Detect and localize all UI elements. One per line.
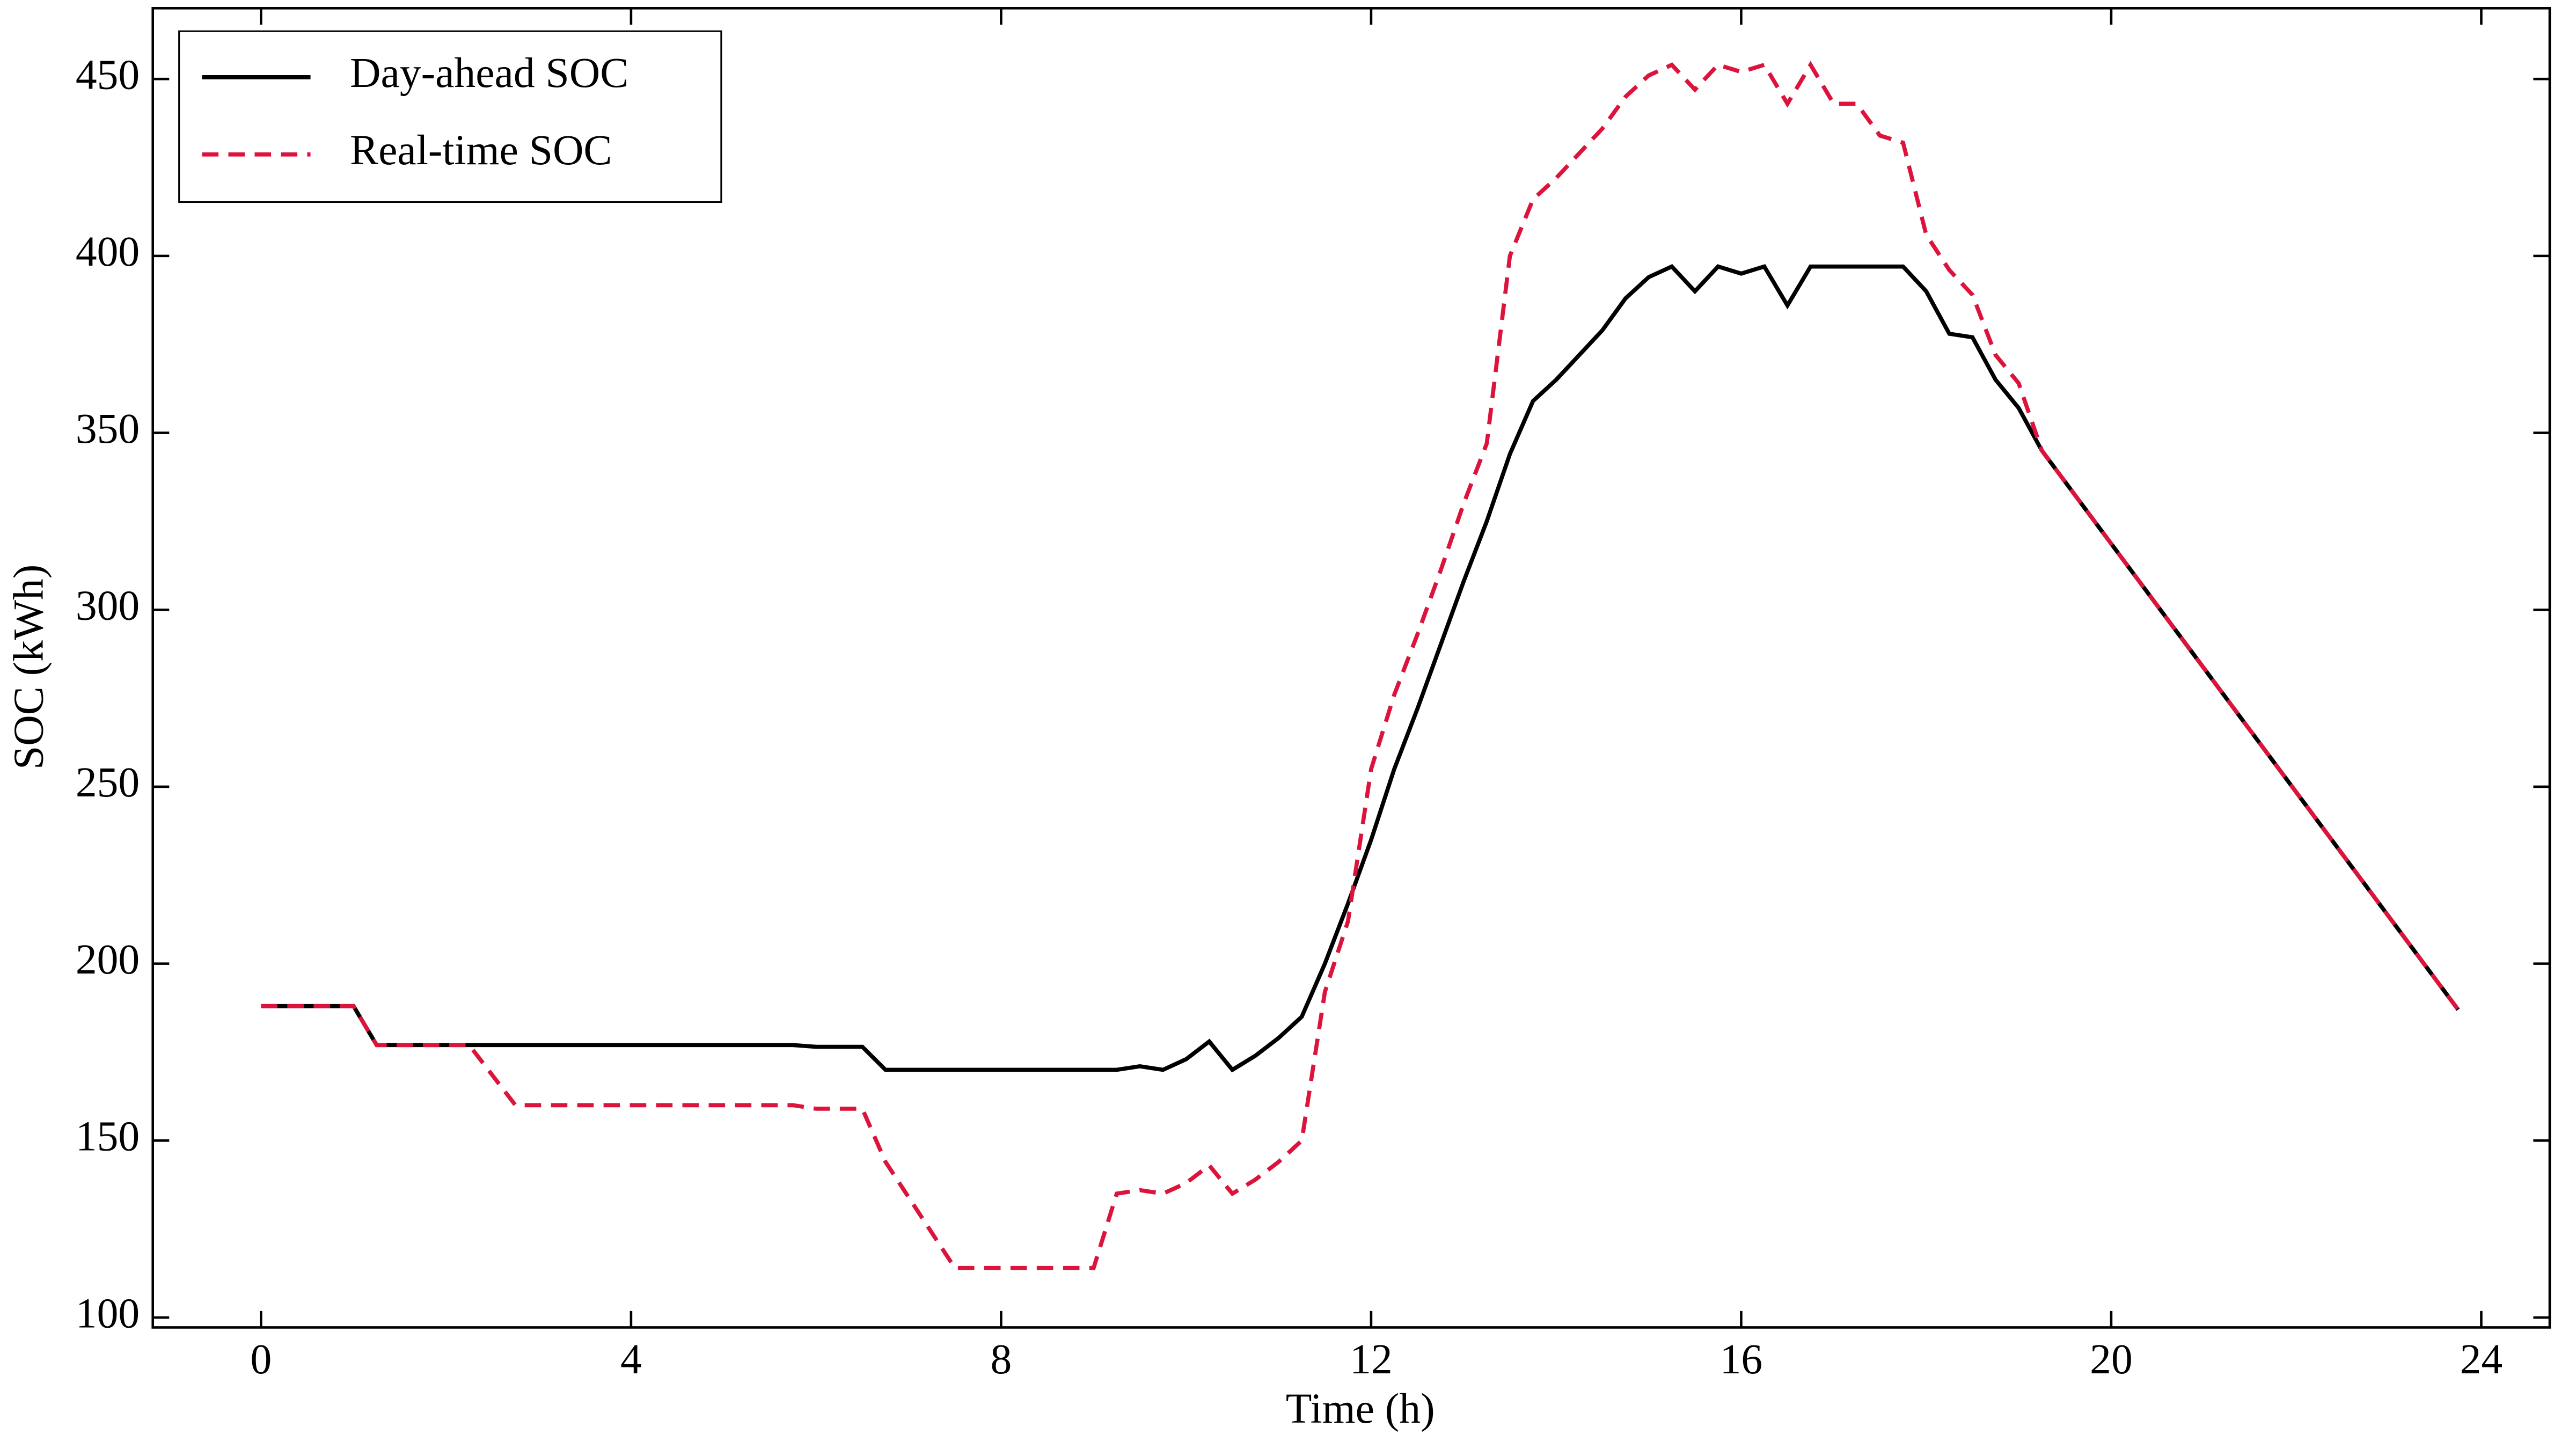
y-axis-label: SOC (kWh) bbox=[5, 565, 52, 770]
x-axis-label: Time (h) bbox=[1286, 1385, 1435, 1432]
y-tick-label: 250 bbox=[76, 759, 140, 806]
x-tick-label: 12 bbox=[1350, 1336, 1393, 1383]
y-tick-label: 300 bbox=[76, 582, 140, 630]
x-tick-label: 20 bbox=[2090, 1336, 2133, 1383]
y-tick-label: 100 bbox=[76, 1290, 140, 1337]
line-series bbox=[261, 264, 2460, 1073]
y-tick-label: 200 bbox=[76, 936, 140, 983]
x-tick-label: 8 bbox=[991, 1336, 1012, 1383]
legend-box bbox=[178, 30, 722, 203]
x-tick-label: 24 bbox=[2460, 1336, 2503, 1383]
y-tick-label: 450 bbox=[76, 51, 140, 98]
plot-frame bbox=[151, 7, 2551, 1329]
legend-label: Real-time SOC bbox=[350, 127, 612, 174]
line-series bbox=[261, 61, 2460, 1270]
y-tick-label: 350 bbox=[76, 405, 140, 452]
x-tick-label: 4 bbox=[620, 1336, 642, 1383]
x-tick-label: 16 bbox=[1720, 1336, 1763, 1383]
x-tick-label: 0 bbox=[250, 1336, 272, 1383]
y-tick-label: 400 bbox=[76, 228, 140, 275]
y-tick-label: 150 bbox=[76, 1113, 140, 1160]
legend-label: Day-ahead SOC bbox=[350, 49, 628, 97]
